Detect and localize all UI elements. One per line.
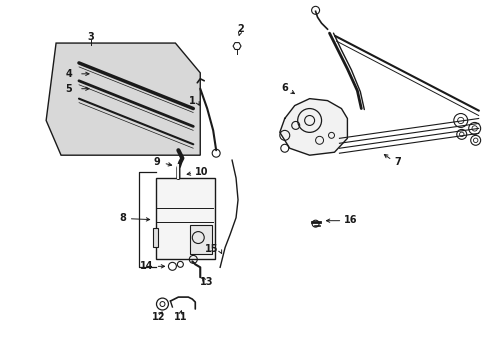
Text: 16: 16 — [344, 215, 357, 225]
Text: 3: 3 — [87, 32, 94, 42]
Polygon shape — [233, 42, 241, 49]
Text: 6: 6 — [281, 83, 287, 93]
FancyBboxPatch shape — [155, 178, 215, 260]
Text: 1: 1 — [188, 96, 195, 105]
Text: 11: 11 — [173, 312, 187, 322]
Text: 4: 4 — [65, 69, 72, 79]
Text: 14: 14 — [140, 261, 153, 271]
Text: 9: 9 — [153, 157, 160, 167]
Polygon shape — [46, 43, 200, 155]
Text: 13: 13 — [199, 277, 213, 287]
Text: 12: 12 — [151, 312, 165, 322]
Text: 15: 15 — [204, 244, 218, 255]
FancyBboxPatch shape — [190, 225, 212, 255]
FancyBboxPatch shape — [152, 228, 158, 247]
Polygon shape — [279, 99, 346, 155]
Text: 10: 10 — [195, 167, 208, 177]
Text: 5: 5 — [65, 84, 72, 94]
Text: 8: 8 — [119, 213, 126, 223]
Text: 7: 7 — [393, 157, 400, 167]
Text: 2: 2 — [237, 24, 244, 34]
